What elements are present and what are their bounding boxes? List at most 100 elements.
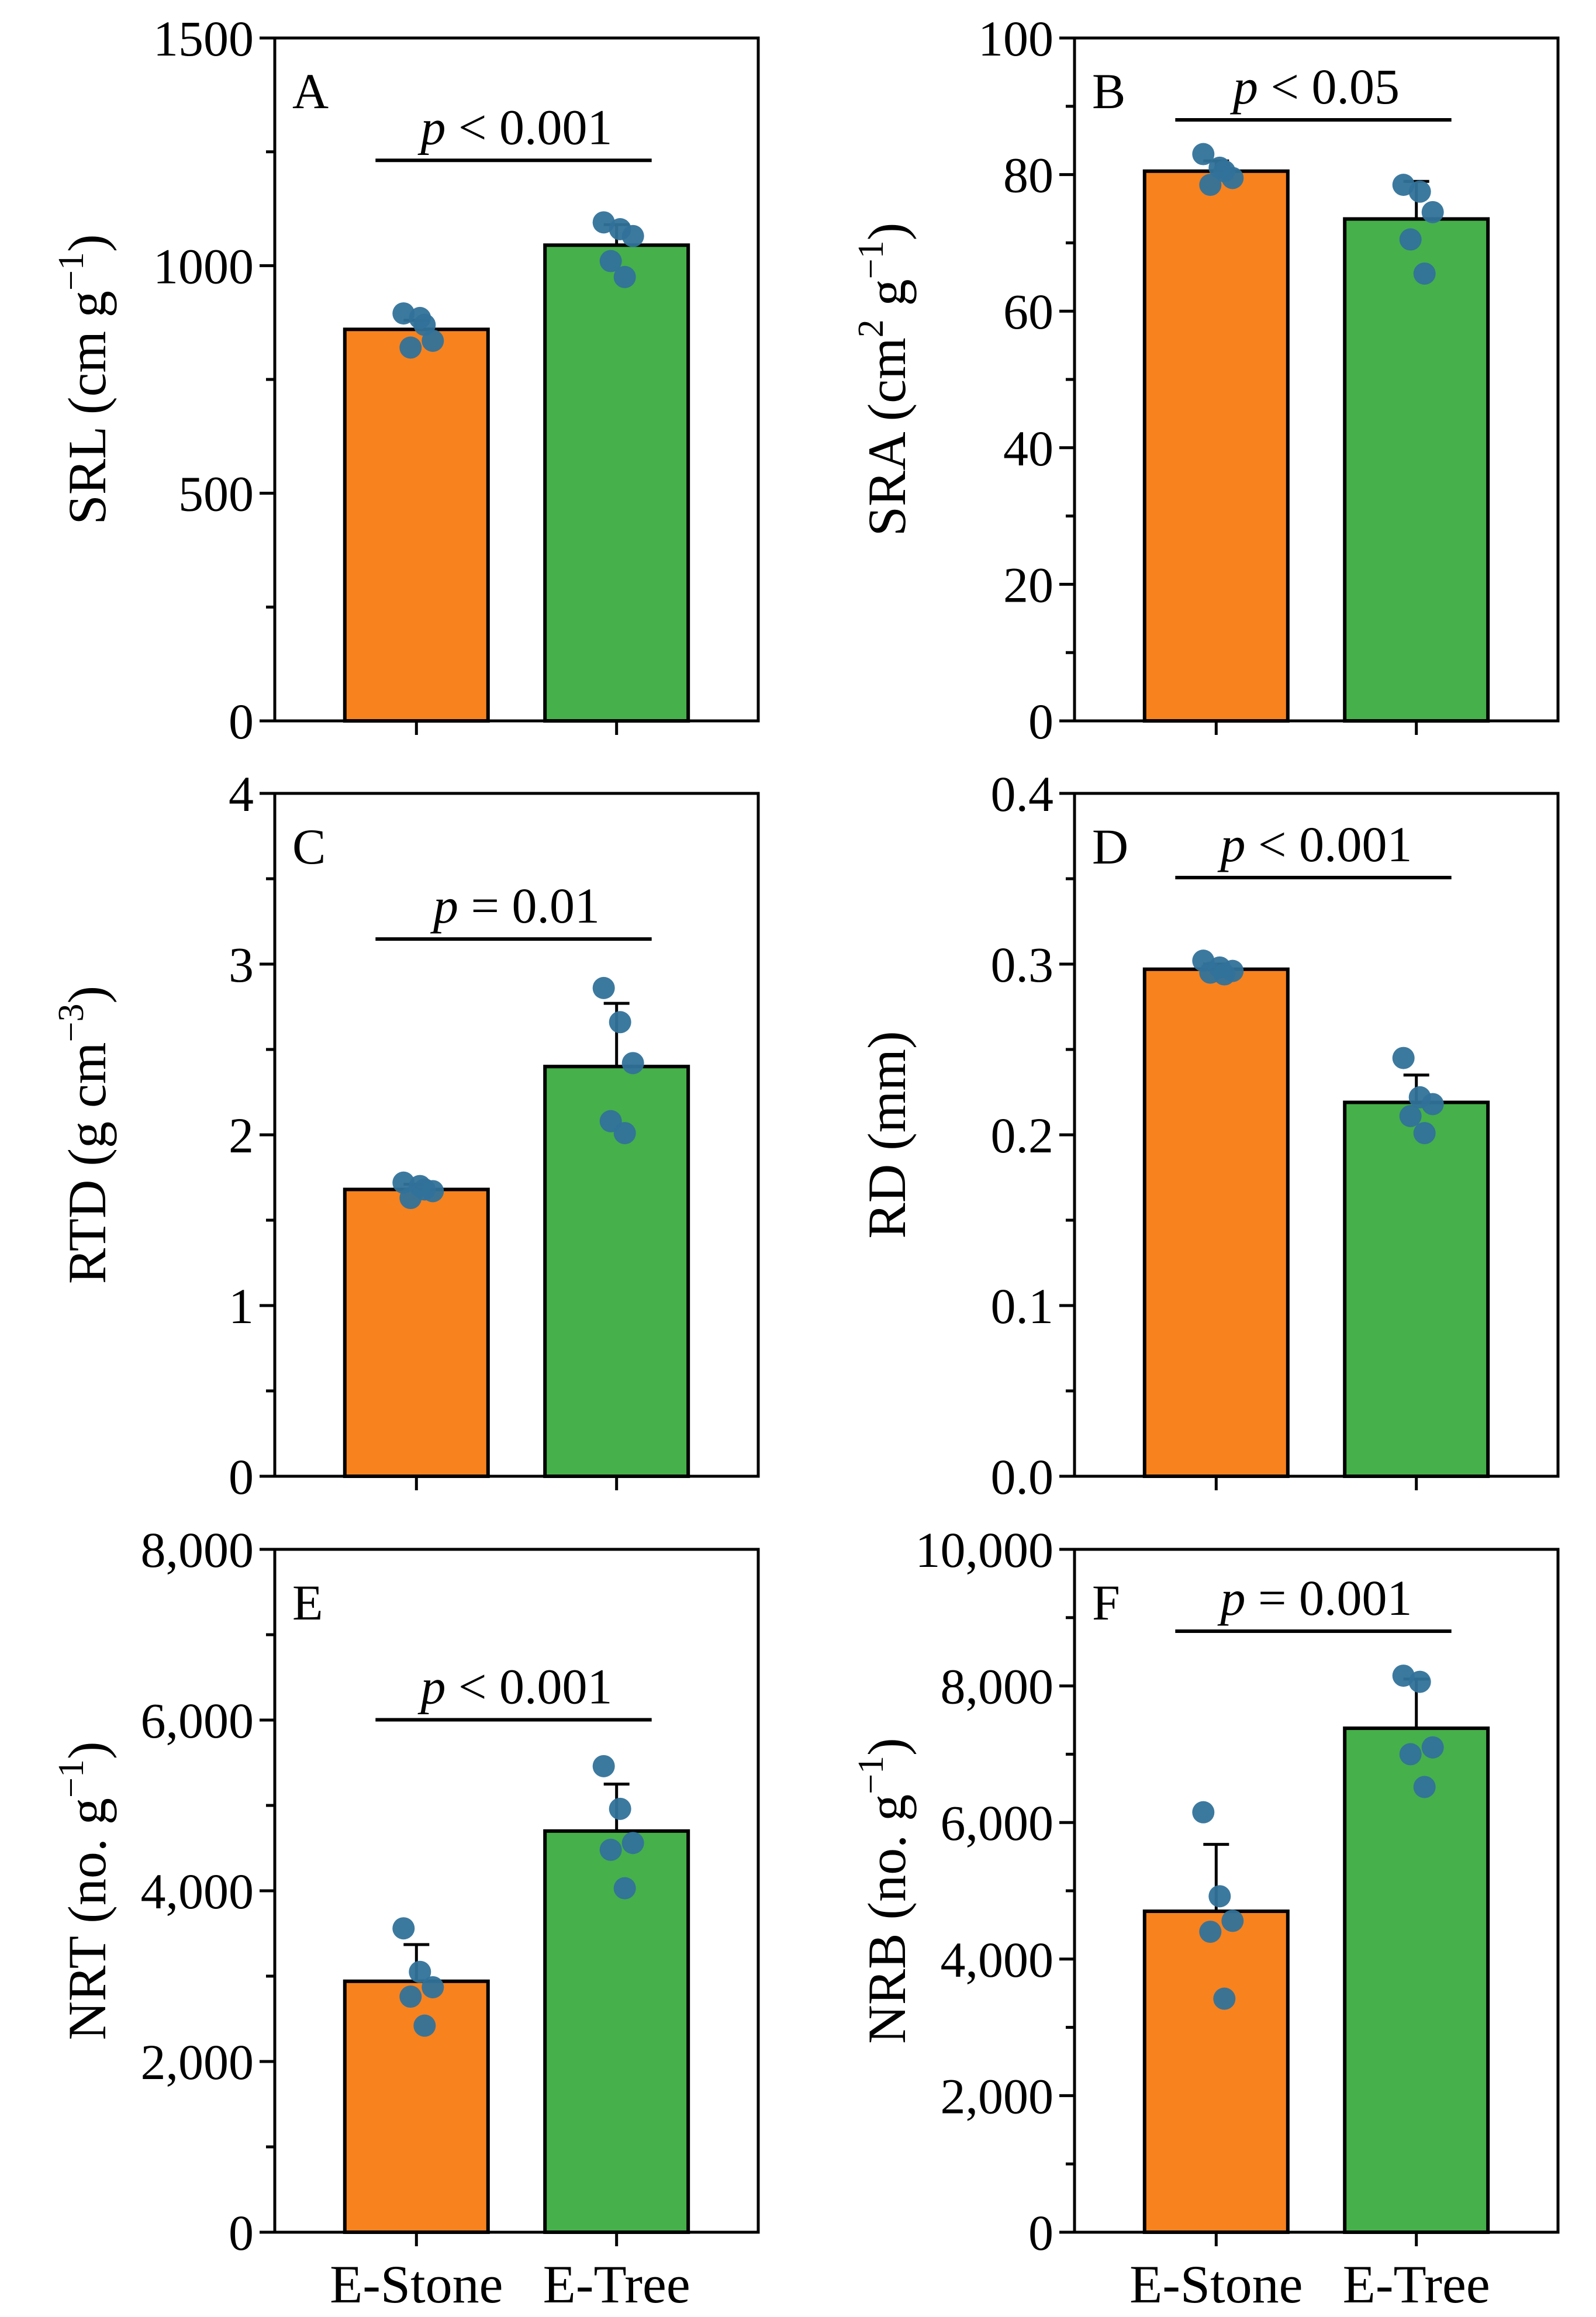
data-point bbox=[1192, 143, 1215, 165]
panel-f: 0 2,000 4,000 6,000 8,000 10,000 F p = 0.001 NRB… bbox=[851, 1522, 1560, 2314]
y-tick-label: 2,000 bbox=[141, 2034, 254, 2090]
y-axis-label-tail: ) bbox=[57, 986, 117, 1004]
significance-label: p < 0.001 bbox=[1217, 816, 1412, 872]
y-tick-label: 2 bbox=[229, 1107, 254, 1163]
y-axis-label-mid: g bbox=[857, 279, 917, 319]
data-point bbox=[1199, 174, 1222, 196]
data-point bbox=[1408, 180, 1431, 203]
data-point bbox=[613, 1122, 636, 1145]
data-point bbox=[399, 336, 422, 359]
y-tick-label: 4,000 bbox=[141, 1863, 254, 1919]
y-tick-label: 4 bbox=[229, 766, 254, 822]
data-point bbox=[1399, 1104, 1422, 1127]
p-value: < 0.001 bbox=[445, 99, 612, 155]
panel-label: D bbox=[1092, 819, 1128, 875]
p-symbol: p bbox=[417, 1659, 445, 1715]
y-axis-label-tail: ) bbox=[57, 1741, 117, 1759]
bar-e-tree bbox=[543, 243, 690, 723]
data-point bbox=[613, 1877, 636, 1900]
data-point bbox=[592, 1755, 615, 1777]
data-point bbox=[1208, 1885, 1231, 1908]
y-tick-label: 10,000 bbox=[916, 1522, 1054, 1578]
y-tick-label: 2,000 bbox=[941, 2068, 1054, 2124]
y-tick-label: 1000 bbox=[153, 238, 254, 294]
bar-e-tree bbox=[1343, 1100, 1490, 1478]
data-point bbox=[1192, 1801, 1215, 1824]
y-axis-label-sup2: −1 bbox=[851, 240, 891, 279]
data-point bbox=[409, 1960, 431, 1983]
y-tick-label: 1 bbox=[229, 1278, 254, 1334]
y-tick-label: 8,000 bbox=[941, 1659, 1054, 1715]
y-tick-label: 3 bbox=[229, 937, 254, 993]
data-point bbox=[621, 225, 644, 247]
y-tick-label: 8,000 bbox=[141, 1522, 254, 1578]
y-axis-label-text: SRA (cm bbox=[857, 337, 917, 536]
data-point bbox=[413, 2014, 436, 2037]
significance-label: p < 0.05 bbox=[1229, 58, 1400, 115]
data-point bbox=[1421, 1736, 1444, 1759]
p-symbol: p bbox=[417, 99, 445, 155]
y-tick-label: 0 bbox=[1028, 693, 1053, 750]
y-tick-label: 0 bbox=[229, 1449, 254, 1505]
y-axis-label-tail: ) bbox=[857, 1738, 917, 1756]
y-axis-label: SRL (cm g−1) bbox=[51, 234, 117, 525]
data-point bbox=[1221, 1909, 1244, 1932]
data-point bbox=[621, 1832, 644, 1855]
x-category-label: E-Tree bbox=[543, 2254, 690, 2314]
y-tick-label: 0 bbox=[229, 2205, 254, 2261]
y-tick-label: 0.3 bbox=[991, 937, 1054, 993]
p-symbol: p bbox=[430, 878, 458, 934]
data-point bbox=[609, 1797, 631, 1820]
data-point bbox=[1413, 1776, 1436, 1798]
y-tick-label: 60 bbox=[1003, 284, 1053, 340]
p-symbol: p bbox=[1229, 58, 1258, 115]
y-tick-label: 1500 bbox=[153, 11, 254, 67]
y-axis-label-text: SRL (cm g bbox=[57, 291, 117, 524]
data-point bbox=[609, 1011, 631, 1034]
data-point bbox=[1413, 262, 1436, 285]
data-point bbox=[599, 1838, 622, 1861]
data-point bbox=[1213, 963, 1236, 986]
x-category-label: E-Stone bbox=[330, 2254, 503, 2314]
panel-label: E bbox=[292, 1574, 323, 1631]
y-tick-label: 0.0 bbox=[991, 1449, 1054, 1505]
bar-e-stone bbox=[343, 1187, 490, 1478]
data-point bbox=[392, 1917, 415, 1940]
y-tick-label: 20 bbox=[1003, 557, 1053, 613]
y-tick-label: 6,000 bbox=[941, 1795, 1054, 1851]
data-point bbox=[399, 1985, 422, 2008]
bar-e-tree bbox=[543, 1829, 690, 2235]
data-point bbox=[613, 265, 636, 288]
y-axis-label: RTD (g cm−3) bbox=[51, 986, 117, 1284]
y-axis-label-text: RTD (g cm bbox=[57, 1042, 117, 1284]
panel-b: 0 20 40 60 80 100 B p < 0.05 SRA (cm2 g−1) bbox=[851, 11, 1560, 750]
y-axis-label-tail: ) bbox=[57, 234, 117, 253]
significance-label: p < 0.001 bbox=[417, 1659, 612, 1715]
y-tick-label: 0 bbox=[229, 693, 254, 750]
bar-e-tree bbox=[1343, 217, 1490, 723]
y-tick-label: 0.1 bbox=[991, 1278, 1054, 1334]
y-axis-label-sup: −1 bbox=[51, 252, 91, 291]
y-tick-label: 500 bbox=[178, 466, 254, 522]
data-point bbox=[413, 313, 436, 336]
panel-label: F bbox=[1092, 1574, 1120, 1631]
y-axis-label-sup: 2 bbox=[851, 319, 891, 337]
y-axis-label: NRB (no. g−1) bbox=[851, 1738, 917, 2043]
bar-e-stone bbox=[1142, 1909, 1290, 2235]
data-point bbox=[1399, 1743, 1422, 1766]
bar-e-stone bbox=[343, 327, 490, 723]
y-axis-label-sup: −1 bbox=[51, 1759, 91, 1798]
bar-e-tree bbox=[1343, 1726, 1490, 2235]
p-value: = 0.001 bbox=[1245, 1570, 1412, 1626]
bar-e-stone bbox=[1142, 169, 1290, 723]
y-tick-label: 6,000 bbox=[141, 1693, 254, 1749]
p-value: < 0.05 bbox=[1258, 58, 1400, 115]
data-point bbox=[1413, 1122, 1436, 1145]
p-symbol: p bbox=[1217, 1570, 1245, 1626]
data-point bbox=[621, 1052, 644, 1075]
panel-label: A bbox=[292, 63, 329, 119]
data-point bbox=[1408, 1670, 1431, 1693]
y-tick-label: 0 bbox=[1028, 2205, 1053, 2261]
p-value: < 0.001 bbox=[445, 1659, 612, 1715]
